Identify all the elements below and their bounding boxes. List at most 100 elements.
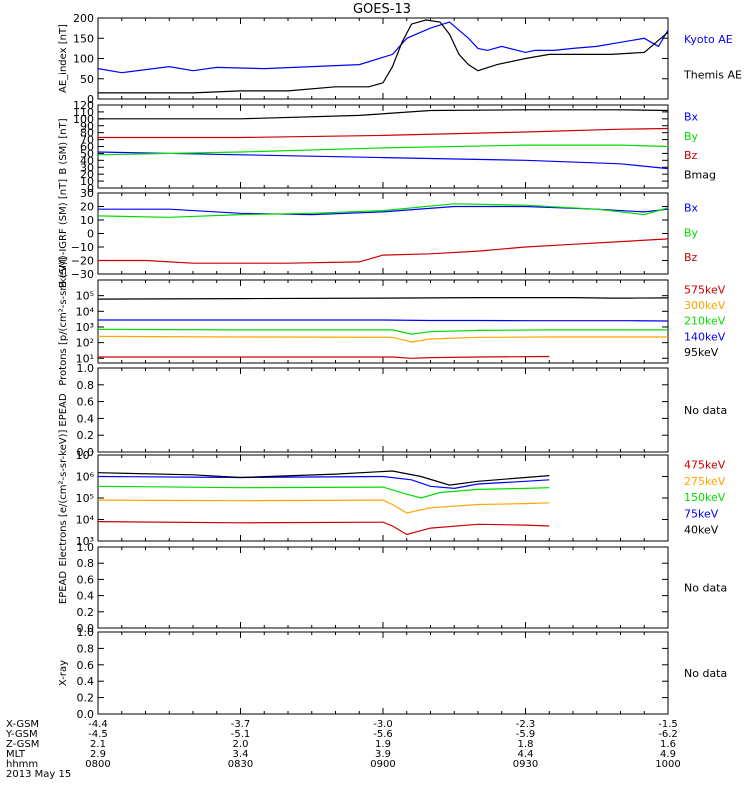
orbit-value: 2.9 (90, 749, 106, 760)
orbit-row-label: Z-GSM (6, 739, 39, 750)
orbit-value: -6.2 (658, 729, 678, 740)
y-tick-label: 90 (80, 120, 94, 133)
y-tick-label: 20 (80, 201, 94, 214)
y-tick-label: 10³ (76, 321, 94, 334)
series-line-475kev (97, 520, 550, 536)
orbit-row-label: X-GSM (6, 719, 39, 730)
y-tick-label: 0 (87, 93, 94, 106)
panel-frame (97, 192, 669, 275)
plot-date: 2013 May 15 (6, 769, 71, 780)
panel-frame (97, 367, 669, 453)
legend-475kev: 475keV (684, 459, 726, 472)
y-tick-label: 0.0 (77, 622, 95, 635)
series-line-95kev (97, 297, 669, 300)
y-tick-label: 40 (80, 154, 94, 167)
legend-bz: Bz (684, 149, 698, 162)
y-tick-label: 60 (80, 141, 94, 154)
y-tick-label: 10² (76, 337, 94, 350)
series-line-40kev (97, 470, 550, 486)
y-tick-label: 0.8 (77, 379, 95, 392)
series-line-themis-ae (98, 19, 669, 94)
orbit-value: 2.1 (90, 739, 106, 750)
orbit-value: 2.0 (233, 739, 249, 750)
y-axis-label: Protons [p/(cm²-s-sr-keV)] (58, 257, 69, 385)
orbit-value: 1.9 (375, 739, 391, 750)
legend-75kev: 75keV (684, 507, 719, 520)
orbit-value: -1.5 (658, 719, 678, 730)
orbit-value: 3.4 (233, 749, 249, 760)
y-axis-label: B (SM)-IGRF (SM) [nT] (58, 179, 69, 288)
orbit-value: -2.3 (516, 719, 536, 730)
y-tick-label: 70 (80, 134, 94, 147)
y-tick-label: 10⁷ (76, 449, 94, 462)
orbit-value: 1.6 (660, 739, 676, 750)
legend-bmag: Bmag (684, 168, 716, 181)
orbit-value: 3.9 (375, 749, 391, 760)
legend-themis-ae: Themis AE (683, 68, 742, 81)
y-tick-label: 30 (80, 161, 94, 174)
panel-frame (97, 546, 669, 629)
orbit-value: -5.9 (516, 729, 536, 740)
y-tick-label: 120 (73, 99, 94, 112)
orbit-value: -5.6 (373, 729, 393, 740)
orbit-row-label: Y-GSM (5, 729, 38, 740)
y-axis-label: B (SM) [nT] (58, 118, 69, 174)
orbit-value: -3.0 (373, 719, 393, 730)
series-line-bx (97, 151, 669, 170)
legend-40kev: 40keV (684, 524, 719, 537)
series-line-by (97, 144, 669, 156)
series-line-275kev (97, 499, 550, 514)
panel-frame (97, 17, 669, 100)
no-data-label: No data (684, 582, 727, 595)
orbit-value: 0900 (370, 759, 395, 770)
series-line-210kev (97, 328, 668, 335)
legend-kyoto-ae: Kyoto AE (684, 33, 733, 46)
y-tick-label: 0.4 (77, 412, 95, 425)
y-tick-label: 20 (80, 168, 94, 181)
y-tick-label: 0.8 (77, 557, 95, 570)
legend-by: By (684, 130, 699, 143)
y-tick-label: 0.2 (77, 692, 95, 705)
panel-frame (97, 104, 669, 189)
y-tick-label: 0.2 (77, 429, 95, 442)
orbit-value: 0930 (513, 759, 538, 770)
series-line-300kev (97, 335, 668, 343)
y-tick-label: 1.0 (77, 362, 95, 375)
series-line-by (97, 203, 669, 218)
panel-6: 10³ 10⁴ 10⁵ 10⁶ 10⁷ Electrons [e/(cm²-s-sr-ke… (58, 429, 726, 566)
y-tick-label: 0.0 (77, 446, 95, 459)
y-tick-label: 0.8 (77, 642, 95, 655)
plot-title: GOES-13 (353, 2, 411, 17)
series-line-150kev (97, 485, 550, 499)
panel-frame (97, 631, 669, 715)
legend-150kev: 150keV (684, 491, 726, 504)
y-tick-label: 10⁴ (76, 305, 95, 318)
no-data-label: No data (684, 667, 727, 680)
legend-bz: Bz (684, 251, 698, 264)
series-line-bz (98, 127, 669, 139)
series-line-bx (98, 205, 669, 216)
y-tick-label: 10¹ (76, 352, 94, 365)
y-axis-label: Electrons [e/(cm²-s-sr-keV)] (58, 429, 69, 566)
orbit-table: X-GSM -4.4 -3.7 -3.0 -2.3 -1.5 Y-GSM -4.5 -5.1 -5… (5, 719, 681, 780)
series-line-bmag (98, 109, 669, 120)
y-tick-label: 0.0 (77, 708, 95, 721)
y-tick-label: 110 (73, 106, 94, 119)
y-tick-label: 80 (80, 127, 94, 140)
legend-bx: Bx (684, 202, 699, 215)
panel-7: 0.0 0.2 0.4 0.6 0.8 1.0 EPEAD No data (58, 541, 727, 635)
y-axis-label: EPEAD (58, 393, 69, 427)
y-tick-label: −10 (71, 241, 94, 254)
y-tick-label: 200 (73, 12, 94, 25)
legend-140kev: 140keV (684, 330, 726, 343)
orbit-row-label: MLT (6, 749, 26, 760)
orbit-value: 1000 (655, 759, 680, 770)
orbit-value: -3.7 (231, 719, 251, 730)
orbit-row-label: hhmm (6, 759, 38, 770)
orbit-value: -4.4 (88, 719, 108, 730)
orbit-value: 1.8 (518, 739, 534, 750)
y-tick-label: 0.6 (77, 396, 95, 409)
